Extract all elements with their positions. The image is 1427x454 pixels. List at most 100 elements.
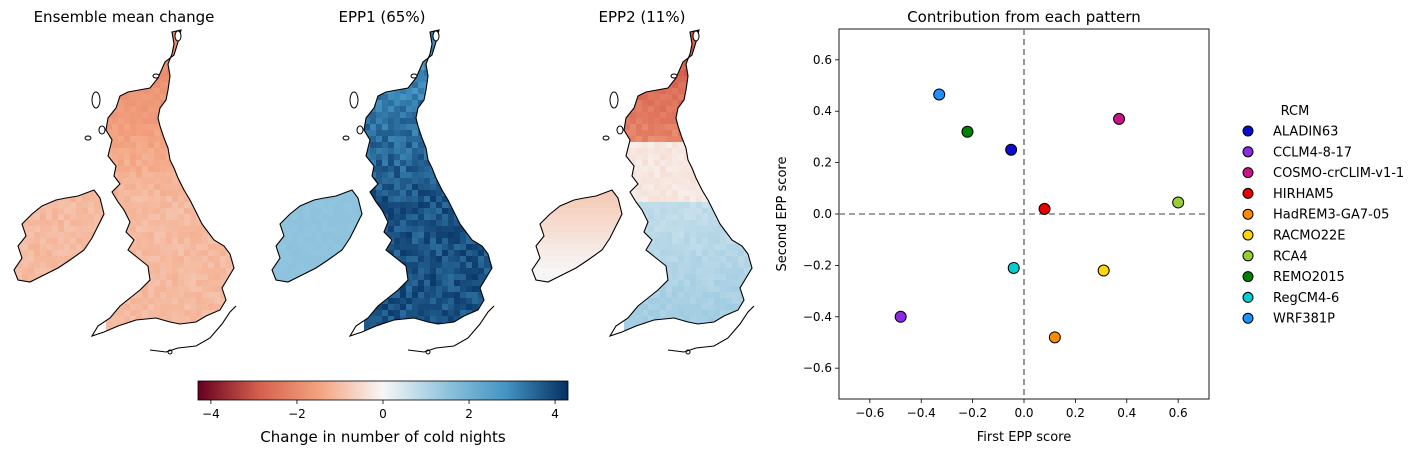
island bbox=[616, 125, 624, 135]
x-axis-ticks: −0.6 −0.4 −0.2 0.0 0.2 0.4 0.6 bbox=[855, 399, 1188, 420]
colorbar-tick-label: 2 bbox=[465, 407, 473, 421]
scatter-points bbox=[894, 88, 1185, 344]
ireland-grid bbox=[272, 190, 362, 282]
island bbox=[356, 125, 364, 135]
x-axis-label: First EPP score bbox=[977, 430, 1071, 445]
point-cosmo-crclim-v1-1 bbox=[1113, 112, 1126, 125]
legend-marker bbox=[1242, 146, 1254, 158]
island bbox=[152, 73, 160, 79]
legend-label: HIRHAM5 bbox=[1273, 187, 1334, 202]
y-tick-label: −0.4 bbox=[803, 310, 832, 324]
colorbar-tick-label: 4 bbox=[551, 407, 559, 421]
map-epp1: EPP1 (65%) bbox=[271, 8, 495, 355]
reference-lines bbox=[839, 29, 1209, 399]
colorbar-ticks: −4 −2 0 2 4 bbox=[202, 400, 559, 421]
point-aladin63 bbox=[1005, 143, 1018, 156]
legend-label: CCLM4-8-17 bbox=[1273, 145, 1352, 160]
map-title: Ensemble mean change bbox=[34, 8, 215, 26]
legend-marker bbox=[1242, 291, 1254, 303]
legend-label: RegCM4-6 bbox=[1273, 291, 1339, 306]
map-title: EPP2 (11%) bbox=[599, 8, 686, 26]
legend-marker bbox=[1242, 187, 1254, 199]
map-title: EPP1 (65%) bbox=[339, 8, 426, 26]
y-tick-label: 0.2 bbox=[813, 156, 832, 170]
legend-label: RACMO22E bbox=[1273, 229, 1345, 244]
island bbox=[98, 125, 106, 135]
ireland-grid bbox=[532, 190, 622, 282]
colorbar-tick-label: 0 bbox=[379, 407, 387, 421]
legend-label: RCA4 bbox=[1273, 249, 1308, 264]
island bbox=[602, 135, 610, 141]
coastline-continent bbox=[667, 305, 755, 353]
legend-item: WRF381P bbox=[1242, 312, 1335, 327]
point-wrf381p bbox=[933, 88, 946, 101]
uk-map bbox=[13, 29, 237, 355]
island bbox=[84, 135, 92, 141]
legend-item: CCLM4-8-17 bbox=[1242, 145, 1352, 160]
coastline-continent bbox=[149, 305, 237, 353]
legend-marker bbox=[1242, 312, 1254, 324]
y-tick-label: 0.6 bbox=[813, 53, 832, 67]
y-axis-ticks: −0.6 −0.4 −0.2 0.0 0.2 0.4 0.6 bbox=[803, 53, 839, 375]
x-tick-label: 0.4 bbox=[1117, 406, 1136, 420]
legend-label: ALADIN63 bbox=[1273, 125, 1338, 140]
y-tick-label: 0.4 bbox=[813, 104, 832, 118]
legend-item: REMO2015 bbox=[1242, 270, 1345, 285]
x-tick-label: −0.2 bbox=[958, 406, 987, 420]
island bbox=[670, 73, 678, 79]
coastline-continent bbox=[407, 305, 495, 353]
y-tick-label: −0.2 bbox=[803, 258, 832, 272]
point-rca4 bbox=[1172, 196, 1185, 209]
island bbox=[432, 30, 440, 42]
scatter-chart: Contribution from each pattern −0.6 −0.4−… bbox=[775, 8, 1210, 445]
ireland-grid bbox=[14, 190, 104, 282]
legend-marker bbox=[1242, 229, 1254, 241]
legend-label: COSMO-crCLIM-v1-1 bbox=[1273, 166, 1404, 181]
point-hadrem3-ga7-05 bbox=[1048, 331, 1061, 344]
legend-marker bbox=[1242, 208, 1254, 220]
x-tick-label: 0.0 bbox=[1014, 406, 1033, 420]
map-epp2: EPP2 (11%) bbox=[531, 8, 755, 355]
legend-item: RACMO22E bbox=[1242, 229, 1345, 244]
point-hirham5 bbox=[1038, 202, 1051, 215]
legend-label: REMO2015 bbox=[1273, 270, 1345, 285]
x-tick-label: 0.6 bbox=[1169, 406, 1188, 420]
island bbox=[342, 135, 350, 141]
island bbox=[174, 30, 182, 42]
legend-marker bbox=[1242, 271, 1254, 283]
point-racmo22e bbox=[1097, 264, 1110, 277]
island bbox=[692, 30, 700, 42]
legend-item: COSMO-crCLIM-v1-1 bbox=[1242, 166, 1404, 181]
island bbox=[91, 91, 101, 109]
legend-item: RCA4 bbox=[1242, 249, 1308, 264]
island bbox=[349, 91, 359, 109]
legend-item: RegCM4-6 bbox=[1242, 291, 1339, 306]
uk-map bbox=[531, 29, 755, 355]
point-remo2015 bbox=[961, 125, 974, 138]
uk-map bbox=[271, 29, 495, 355]
chart-title: Contribution from each pattern bbox=[907, 8, 1141, 26]
y-tick-label: −0.6 bbox=[803, 361, 832, 375]
legend-item: ALADIN63 bbox=[1242, 125, 1338, 140]
island bbox=[609, 91, 619, 109]
colorbar-tick-label: −2 bbox=[288, 407, 306, 421]
legend-marker bbox=[1242, 250, 1254, 262]
colorbar: −4 −2 0 2 4 Change in number of cold nights bbox=[197, 380, 569, 446]
colorbar-tick-label: −4 bbox=[202, 407, 220, 421]
x-tick-label: −0.4 bbox=[907, 406, 936, 420]
point-regcm4-6 bbox=[1007, 261, 1020, 274]
island bbox=[410, 73, 418, 79]
point-cclm4-8-17 bbox=[894, 310, 907, 323]
legend-items: ALADIN63 CCLM4-8-17 COSMO-crCLIM-v1-1 HIRHA… bbox=[1242, 125, 1404, 327]
y-tick-label: 0.0 bbox=[813, 207, 832, 221]
legend-title: RCM bbox=[1281, 104, 1310, 119]
x-tick-label: −0.6 bbox=[855, 406, 884, 420]
legend: RCM ALADIN63 CCLM4-8-17 COSMO-crCLIM-v1-1 H… bbox=[1242, 104, 1404, 327]
colorbar-gradient bbox=[197, 380, 569, 401]
y-axis-label: Second EPP score bbox=[775, 157, 790, 272]
legend-marker bbox=[1242, 167, 1254, 179]
x-tick-label: 0.2 bbox=[1066, 406, 1085, 420]
legend-marker bbox=[1242, 125, 1254, 137]
legend-label: WRF381P bbox=[1273, 312, 1335, 327]
